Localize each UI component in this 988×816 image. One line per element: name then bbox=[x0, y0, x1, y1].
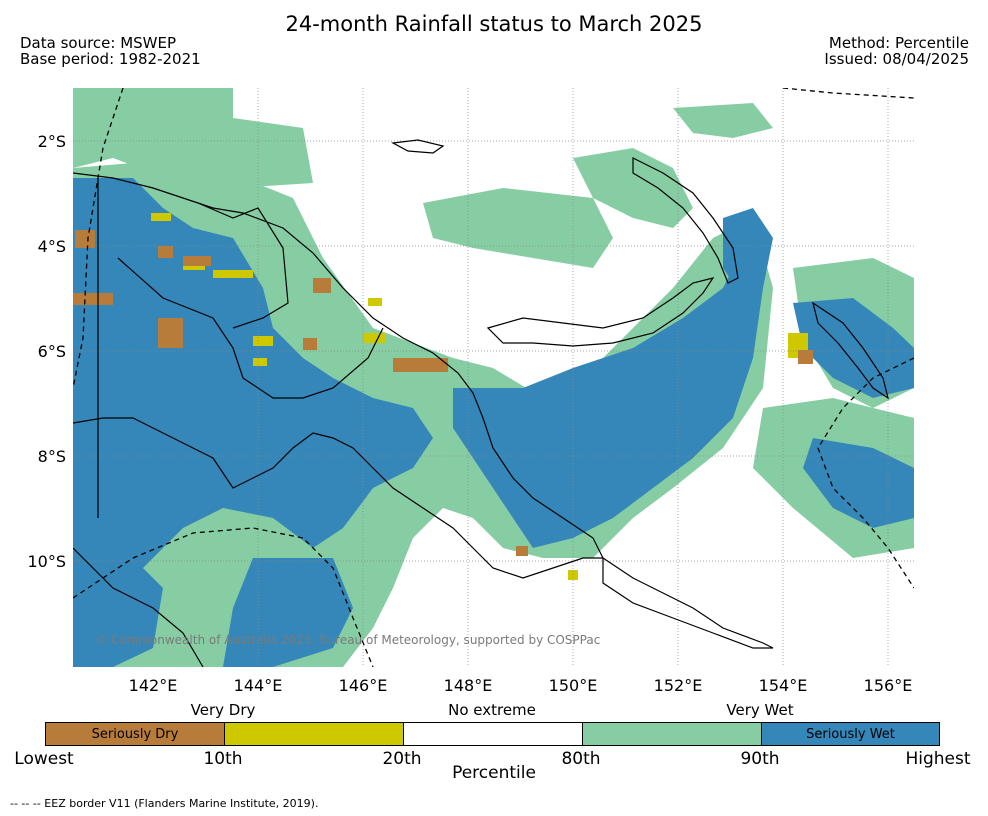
legend-very-wet bbox=[583, 723, 762, 745]
copyright-text: © Commonwealth of Australia 2025, Bureau… bbox=[95, 633, 601, 647]
data-source-text: Data source: MSWEP bbox=[20, 34, 177, 52]
lon-label-150e: 150°E bbox=[548, 676, 598, 695]
seriously-dry-patch bbox=[183, 256, 211, 266]
new-britain-coast bbox=[486, 277, 715, 347]
seriously-dry-patch bbox=[73, 293, 113, 305]
legend-no-extreme bbox=[404, 723, 583, 745]
rainfall-map bbox=[73, 88, 914, 667]
very-wet-region bbox=[573, 148, 693, 228]
seriously-wet-regions bbox=[73, 178, 914, 667]
tick-20th: 20th bbox=[382, 749, 422, 769]
legend-seriously-dry: Seriously Dry bbox=[46, 723, 225, 745]
legend-colorbar: Seriously Dry Seriously Wet bbox=[45, 722, 940, 746]
lon-label-154e: 154°E bbox=[758, 676, 808, 695]
very-wet-region bbox=[673, 103, 773, 138]
legend-seriously-wet: Seriously Wet bbox=[762, 723, 939, 745]
seriously-dry-patch bbox=[393, 358, 448, 372]
seriously-dry-patch bbox=[516, 546, 528, 556]
legend-group-very-wet: Very Wet bbox=[726, 701, 794, 719]
lat-label-8s: 8°S bbox=[37, 447, 66, 466]
eez-border-east bbox=[817, 357, 914, 589]
very-dry-patch bbox=[363, 333, 385, 343]
very-dry-patch bbox=[368, 298, 382, 306]
legend-group-no-extreme: No extreme bbox=[448, 701, 536, 719]
eez-border-west bbox=[73, 88, 124, 389]
seriously-wet-region bbox=[803, 438, 914, 528]
borders bbox=[97, 178, 384, 518]
lat-label-2s: 2°S bbox=[37, 132, 66, 151]
torres-coast bbox=[73, 547, 204, 667]
tick-80th: 80th bbox=[561, 749, 601, 769]
method-text: Method: Percentile bbox=[828, 34, 969, 52]
tick-highest: Highest bbox=[905, 749, 971, 769]
legend-group-very-dry: Very Dry bbox=[190, 701, 256, 719]
lon-label-156e: 156°E bbox=[863, 676, 913, 695]
map-title: 24-month Rainfall status to March 2025 bbox=[285, 12, 703, 36]
eez-footnote: -- -- -- EEZ border V11 (Flanders Marine… bbox=[10, 797, 319, 810]
manus-coast bbox=[391, 139, 445, 154]
tick-lowest: Lowest bbox=[14, 749, 74, 769]
eez-border bbox=[73, 88, 914, 667]
very-dry-patch bbox=[253, 336, 273, 346]
lat-label-10s: 10°S bbox=[27, 552, 66, 571]
seriously-wet-region bbox=[223, 558, 353, 667]
base-period-text: Base period: 1982-2021 bbox=[20, 50, 201, 68]
lon-label-152e: 152°E bbox=[653, 676, 703, 695]
bougainville-coast bbox=[812, 301, 889, 400]
seriously-wet-region bbox=[73, 178, 433, 628]
seriously-dry-patch bbox=[798, 350, 813, 364]
gridlines bbox=[73, 88, 914, 667]
seriously-dry-patch bbox=[75, 230, 95, 248]
meta-right: Method: Percentile Issued: 08/04/2025 bbox=[824, 35, 969, 67]
eez-border-south bbox=[73, 527, 374, 667]
seriously-dry-patch bbox=[303, 338, 317, 350]
seriously-wet-region bbox=[793, 298, 914, 398]
very-dry-patch bbox=[151, 213, 171, 221]
papuan-islands-coast bbox=[602, 556, 774, 649]
seriously-dry-patch bbox=[313, 278, 331, 293]
seriously-wet-region bbox=[453, 228, 763, 548]
very-dry-patch bbox=[253, 358, 267, 366]
coastlines bbox=[73, 139, 889, 667]
new-guinea-coast bbox=[73, 172, 604, 579]
very-wet-region bbox=[423, 188, 613, 268]
issued-text: Issued: 08/04/2025 bbox=[824, 50, 969, 68]
seriously-wet-region bbox=[723, 208, 773, 298]
lat-label-6s: 6°S bbox=[37, 342, 66, 361]
seriously-dry-patch bbox=[158, 318, 183, 348]
new-ireland-coast bbox=[632, 157, 739, 284]
tick-90th: 90th bbox=[740, 749, 780, 769]
very-dry-patch bbox=[213, 270, 253, 278]
legend-axis-title: Percentile bbox=[452, 763, 536, 783]
lat-label-4s: 4°S bbox=[37, 237, 66, 256]
lon-label-144e: 144°E bbox=[233, 676, 283, 695]
lon-label-142e: 142°E bbox=[128, 676, 178, 695]
tick-10th: 10th bbox=[203, 749, 243, 769]
lon-label-146e: 146°E bbox=[338, 676, 388, 695]
legend-very-dry bbox=[225, 723, 404, 745]
seriously-wet-region bbox=[73, 558, 163, 667]
seriously-dry-patches bbox=[73, 230, 813, 556]
lon-label-148e: 148°E bbox=[443, 676, 493, 695]
meta-left: Data source: MSWEP Base period: 1982-202… bbox=[20, 35, 201, 67]
seriously-dry-patch bbox=[158, 246, 173, 258]
